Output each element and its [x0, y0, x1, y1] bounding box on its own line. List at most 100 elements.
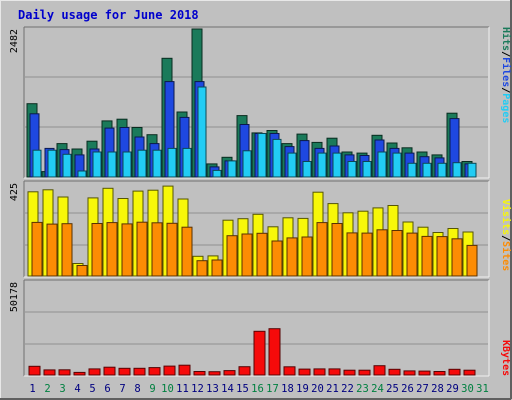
bar-kbytes-day-12: [193, 371, 206, 376]
series-pages: [32, 86, 477, 178]
y-max-label-hits: 2482: [9, 29, 20, 53]
bar-kbytes-day-13: [208, 371, 221, 376]
x-tick-label-15: 15: [236, 383, 249, 395]
bar-kbytes-day-11: [178, 364, 191, 376]
bar-kbytes-day-3: [58, 369, 71, 376]
panel-kbytes: [23, 279, 490, 377]
bar-sites-day-12: [196, 260, 208, 277]
panel-visits: [23, 180, 490, 278]
x-tick-label-2: 2: [44, 383, 50, 395]
bar-sites-day-18: [286, 237, 298, 277]
bar-sites-day-3: [61, 223, 73, 277]
chart-title: Daily usage for June 2018: [18, 8, 199, 22]
bar-kbytes-day-28: [433, 371, 446, 376]
x-tick-label-28: 28: [431, 383, 444, 395]
legend-top: Hits/Files/Pages: [500, 27, 512, 123]
bar-kbytes-day-18: [283, 366, 296, 376]
x-tick-label-3: 3: [59, 383, 65, 395]
bar-sites-day-23: [361, 232, 373, 277]
x-tick-label-23: 23: [356, 383, 369, 395]
x-tick-label-18: 18: [281, 383, 294, 395]
bar-kbytes-day-6: [103, 366, 116, 376]
bar-kbytes-day-14: [223, 370, 236, 376]
x-tick-label-31: 31: [476, 383, 489, 395]
bar-pages-day-23: [362, 161, 372, 178]
x-tick-label-1: 1: [29, 383, 35, 395]
x-tick-label-4: 4: [74, 383, 80, 395]
bar-sites-day-22: [346, 232, 358, 277]
bar-pages-day-1: [32, 149, 42, 178]
bar-kbytes-day-9: [148, 367, 161, 376]
bar-sites-day-1: [31, 221, 43, 277]
bar-pages-day-14: [227, 160, 237, 178]
bar-sites-day-29: [451, 238, 463, 277]
bar-sites-day-21: [331, 223, 343, 277]
bar-pages-day-19: [302, 161, 312, 178]
x-tick-label-25: 25: [386, 383, 399, 395]
bar-pages-day-30: [467, 162, 477, 178]
bar-sites-day-14: [226, 235, 238, 277]
legend-separator: /: [500, 87, 511, 93]
bar-pages-day-29: [452, 162, 462, 178]
legend-item-visits: Visits: [500, 199, 512, 235]
bar-sites-day-25: [391, 230, 403, 277]
x-tick-label-6: 6: [104, 383, 110, 395]
bar-pages-day-12: [197, 86, 207, 178]
x-tick-label-8: 8: [134, 383, 140, 395]
bar-pages-day-26: [407, 162, 417, 178]
legend-bottom: KBytes: [500, 340, 511, 376]
bar-kbytes-day-29: [448, 368, 461, 376]
bar-kbytes-day-16: [253, 330, 266, 376]
x-tick-label-16: 16: [251, 383, 264, 395]
x-tick-label-29: 29: [446, 383, 459, 395]
bar-sites-day-7: [121, 223, 133, 277]
bar-pages-day-4: [77, 170, 87, 178]
bar-kbytes-day-10: [163, 365, 176, 376]
bar-pages-day-17: [272, 138, 282, 178]
x-axis-labels: 1 2 3 4 5 6 7 8 9 10 11 12 13 14 15 16 17 18 19 20 21 22 23 24 2…: [29, 383, 488, 395]
legend-item-hits: Hits: [500, 27, 512, 51]
series-sites: [31, 221, 478, 277]
bar-kbytes-day-7: [118, 367, 131, 376]
bar-sites-day-15: [241, 233, 253, 277]
bar-kbytes-day-22: [343, 369, 356, 376]
bar-pages-day-10: [167, 147, 177, 178]
x-tick-label-19: 19: [296, 383, 309, 395]
bar-pages-day-25: [392, 152, 402, 178]
bar-pages-day-11: [182, 147, 192, 178]
bar-pages-day-5: [92, 151, 102, 178]
legend-item-files: Files: [500, 57, 512, 87]
bar-kbytes-day-4: [73, 371, 86, 376]
bar-pages-day-18: [287, 152, 297, 178]
bar-sites-day-9: [151, 222, 163, 277]
bar-kbytes-day-17: [268, 328, 281, 376]
x-tick-label-30: 30: [461, 383, 474, 395]
bar-pages-day-27: [422, 162, 432, 178]
bar-pages-day-13: [212, 169, 222, 178]
x-tick-label-17: 17: [266, 383, 279, 395]
bar-kbytes-day-1: [28, 365, 41, 376]
x-tick-label-13: 13: [206, 383, 219, 395]
x-tick-label-24: 24: [371, 383, 384, 395]
legend-separator: /: [500, 51, 511, 57]
x-tick-label-20: 20: [311, 383, 324, 395]
bar-pages-day-2: [47, 149, 57, 178]
bar-sites-day-8: [136, 221, 148, 277]
bar-pages-day-22: [347, 161, 357, 178]
bar-sites-day-2: [46, 223, 58, 277]
legend-item-kbytes: KBytes: [500, 340, 511, 376]
legend-item-pages: Pages: [500, 93, 511, 123]
bar-kbytes-day-23: [358, 369, 371, 376]
bar-pages-day-9: [152, 149, 162, 178]
legend-item-sites: Sites: [500, 241, 512, 271]
x-tick-label-22: 22: [341, 383, 354, 395]
legend-middle: Visits/Sites: [500, 199, 512, 271]
bar-kbytes-day-8: [133, 367, 146, 376]
legend-separator: /: [500, 235, 511, 241]
bar-sites-day-20: [316, 222, 328, 277]
bar-pages-day-6: [107, 151, 117, 178]
chart-panels: [23, 26, 490, 377]
bar-pages-day-21: [332, 152, 342, 178]
